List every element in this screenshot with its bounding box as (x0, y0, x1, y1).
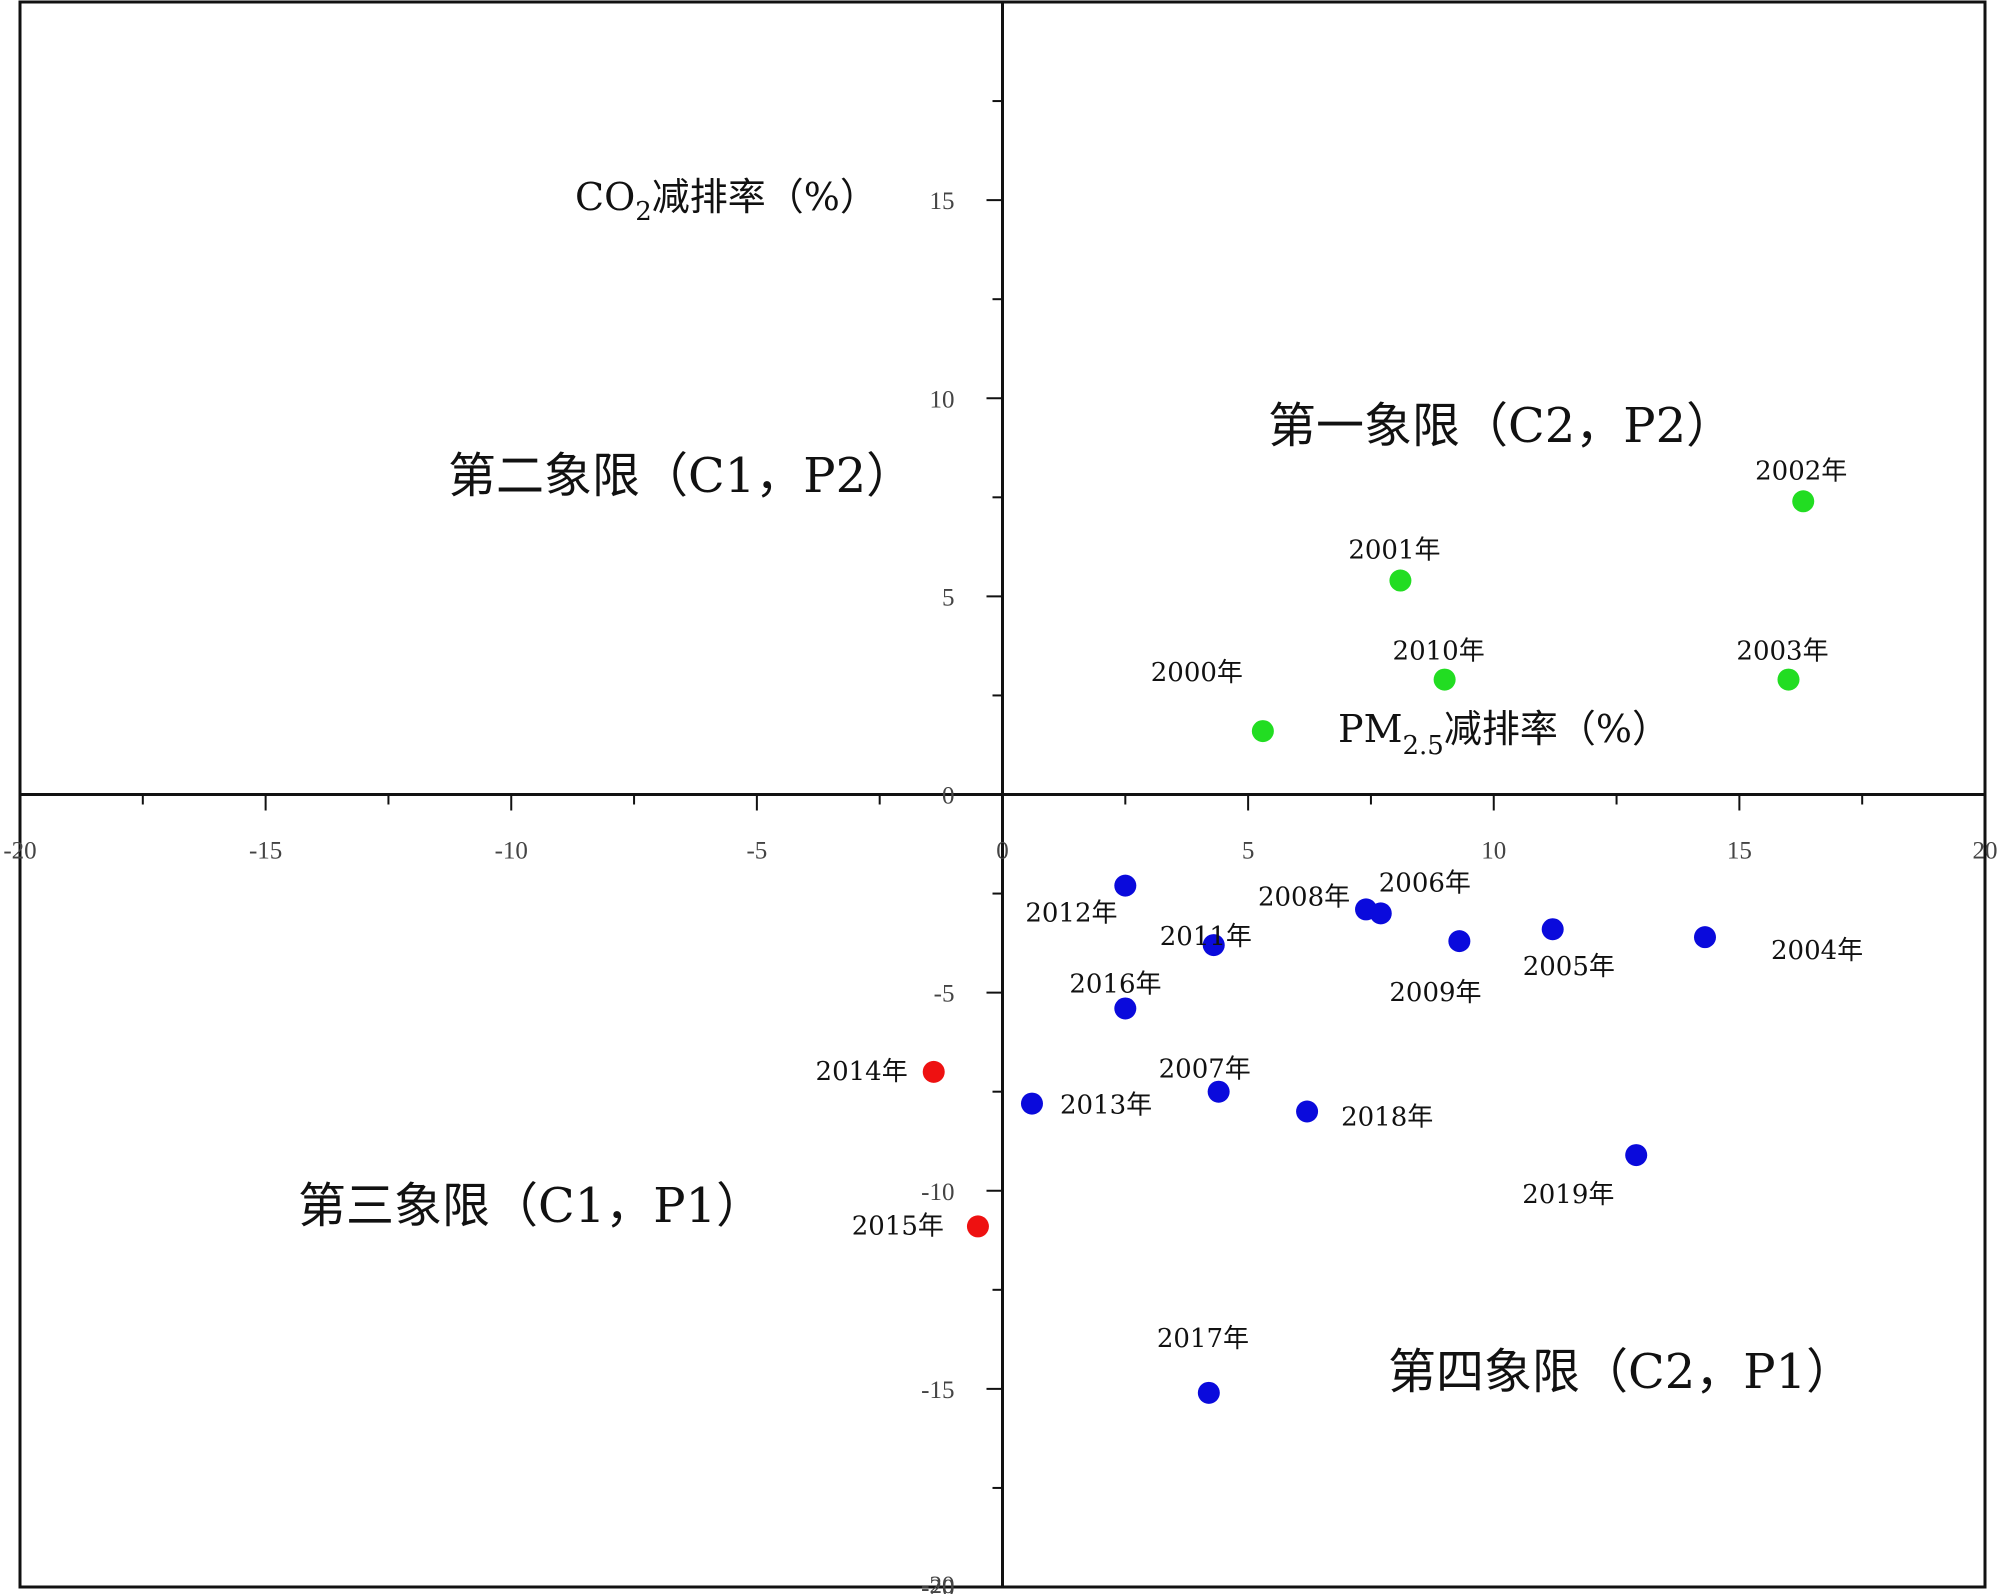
data-point-labels: 2000年 2001年 2002年 2003年 2010年 2004年 2005年 2006年… (816, 456, 1864, 1354)
data-point (1541, 918, 1564, 941)
data-point-label: 2011年 (1160, 922, 1252, 952)
data-point-label: 2012年 (1025, 899, 1117, 929)
data-point-label: 2015年 (852, 1211, 944, 1241)
x-axis-title-rest: 减排率（%） (1444, 707, 1670, 751)
x-tick-label: 15 (1727, 838, 1752, 865)
data-point-label: 2008年 (1258, 882, 1350, 912)
data-point-label: 2013年 (1060, 1091, 1152, 1121)
data-point-label: 2018年 (1341, 1103, 1433, 1133)
data-point (922, 1060, 945, 1083)
data-point-label: 2007年 (1159, 1055, 1251, 1085)
data-point (1448, 930, 1471, 953)
x-tick-label: -15 (249, 838, 282, 865)
data-point-label: 2006年 (1379, 868, 1471, 898)
data-point (1296, 1100, 1319, 1123)
data-point (1389, 569, 1412, 592)
data-point (1693, 926, 1716, 949)
data-point (1197, 1381, 1220, 1404)
y-tick-label: -10 (921, 1179, 954, 1206)
y-axis-title-sub: 2 (635, 197, 652, 227)
data-point-label: 2014年 (816, 1057, 908, 1087)
y-tick-label: 5 (942, 584, 955, 611)
axes (20, 2, 1985, 1587)
y-tick-label: 0 (942, 783, 955, 810)
y-tick-label: 15 (930, 188, 955, 215)
data-point (1433, 668, 1456, 691)
data-point-label: 2001年 (1348, 536, 1440, 566)
data-point (1207, 1080, 1230, 1103)
x-axis-title-sub: 2.5 (1402, 731, 1443, 761)
data-point-label: 2009年 (1389, 978, 1481, 1008)
x-tick-label: -20 (3, 838, 36, 865)
data-point (1020, 1092, 1043, 1115)
x-axis-title-main: PM (1338, 707, 1402, 751)
data-point (1251, 720, 1274, 743)
x-tick-label: 20 (1973, 838, 1998, 865)
y-tick-label: -5 (934, 981, 955, 1008)
y-tick-label: -15 (921, 1377, 954, 1404)
data-point (1202, 934, 1225, 957)
y-tick-label: 10 (930, 386, 955, 413)
quadrant-label-1: 第一象限（C2，P2） (1268, 398, 1734, 454)
data-point-label: 2003年 (1736, 637, 1828, 667)
data-point-label: 2005年 (1523, 952, 1615, 982)
y-axis-title-rest: 减排率（%） (652, 175, 878, 219)
data-point (966, 1215, 989, 1238)
x-tick-label: -5 (746, 838, 767, 865)
data-point (1792, 490, 1815, 513)
data-point-label: 2004年 (1771, 936, 1863, 966)
data-point (1625, 1144, 1648, 1167)
y-tick-label: -20 (921, 1575, 954, 1594)
quadrant-label-4: 第四象限（C2，P1） (1388, 1344, 1854, 1400)
data-point-label: 2002年 (1755, 456, 1847, 486)
x-tick-label: 5 (1242, 838, 1255, 865)
data-point-label: 2019年 (1522, 1180, 1614, 1210)
data-point-label: 2000年 (1151, 658, 1243, 688)
y-axis-title-main: CO (575, 175, 635, 219)
data-point-label: 2017年 (1157, 1324, 1249, 1354)
data-point (1114, 997, 1137, 1020)
data-point (1114, 874, 1137, 897)
x-tick-label: 10 (1481, 838, 1506, 865)
data-point (1777, 668, 1800, 691)
x-tick-label: -10 (495, 838, 528, 865)
data-point-label: 2010年 (1393, 637, 1485, 667)
y-tick-label: -20 (921, 1572, 954, 1594)
quadrant-label-3: 第三象限（C1，P1） (298, 1178, 764, 1234)
quadrant-label-2: 第二象限（C1，P2） (448, 448, 914, 504)
x-tick-label: 0 (996, 838, 1009, 865)
data-points (922, 490, 1815, 1404)
y-axis-title: CO2减排率（%） (575, 175, 878, 227)
data-point (1355, 898, 1378, 921)
x-axis-title: PM2.5减排率（%） (1338, 707, 1670, 761)
data-point-label: 2016年 (1069, 969, 1161, 999)
